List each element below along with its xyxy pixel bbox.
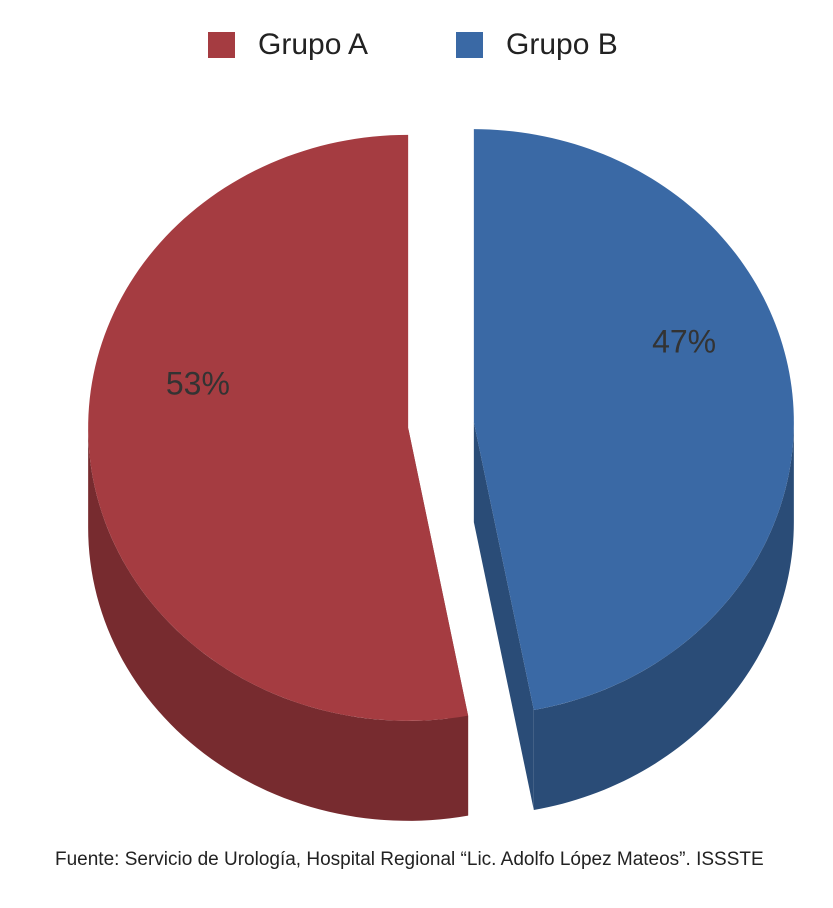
legend-label: Grupo B [506,28,618,61]
source-note: Fuente: Servicio de Urología, Hospital R… [55,849,764,870]
legend-swatch [208,32,235,58]
slice-side-wall [533,422,794,810]
pie-slice [88,134,469,721]
pie-slice [473,129,794,710]
pie-tops: 47% 53% [88,129,794,721]
legend-swatch [456,32,483,58]
legend-label: Grupo A [258,28,368,61]
slice-label: 53% [166,365,230,401]
slice-label: 47% [652,323,716,359]
slice-side-wall [88,427,469,821]
slice-cut-wall [473,422,534,810]
legend: Grupo A Grupo B [208,28,618,61]
